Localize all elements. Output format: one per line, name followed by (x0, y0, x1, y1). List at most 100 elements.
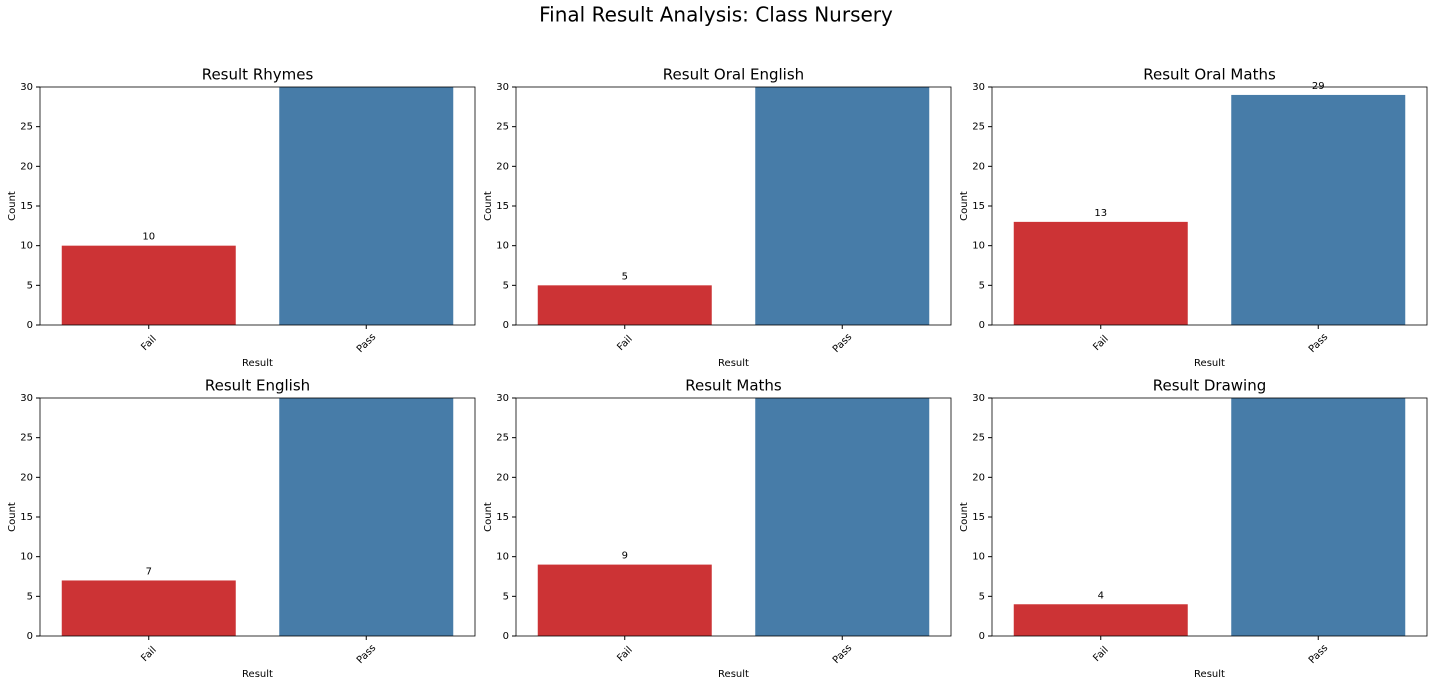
y-tick-label: 25 (972, 433, 985, 444)
y-tick-label: 20 (972, 472, 985, 483)
y-tick-label: 15 (20, 512, 33, 523)
bar (755, 87, 930, 325)
y-tick-label: 30 (20, 82, 33, 93)
data-label: 10 (142, 232, 155, 243)
y-tick-label: 10 (972, 552, 985, 563)
axes-frame (991, 86, 1428, 326)
y-tick-label: 15 (972, 512, 985, 523)
x-tick-label: Fail (1091, 645, 1110, 664)
x-axis-label: Result (242, 358, 273, 369)
bar (1013, 221, 1188, 325)
subplot: Result Oral English 0 5 10 15 20 25 30 5 Fail Pass… (483, 66, 952, 369)
y-tick-label: 0 (503, 320, 509, 331)
y-tick-label: 5 (503, 280, 509, 291)
axes-frame (515, 86, 952, 326)
x-tick-label: Pass (1307, 643, 1330, 666)
x-tick-label: Fail (615, 334, 634, 353)
x-tick-label: Pass (355, 643, 378, 666)
y-tick-label: 0 (27, 320, 33, 331)
subplot: Result Oral Maths 0 5 10 15 20 25 30 13 Fail 29 Pas… (959, 66, 1428, 369)
bar (1013, 604, 1188, 636)
bar (61, 580, 236, 636)
y-tick-label: 10 (972, 241, 985, 252)
y-tick-label: 20 (496, 161, 509, 172)
bar (755, 398, 930, 636)
subplot-title: Result Drawing (1153, 377, 1267, 395)
y-tick-label: 5 (27, 591, 33, 602)
y-tick-label: 15 (496, 512, 509, 523)
bar (1231, 94, 1406, 325)
y-tick-label: 10 (496, 241, 509, 252)
data-label: 7 (146, 566, 152, 577)
y-tick-label: 30 (972, 82, 985, 93)
bar (1231, 398, 1406, 636)
axes-frame (39, 397, 476, 637)
bar (279, 398, 454, 636)
x-axis-label: Result (242, 669, 273, 680)
data-label: 5 (622, 271, 628, 282)
axes-frame (991, 397, 1428, 637)
y-tick-label: 30 (20, 393, 33, 404)
y-tick-label: 0 (503, 631, 509, 642)
y-tick-label: 10 (496, 552, 509, 563)
y-tick-label: 20 (20, 161, 33, 172)
y-tick-label: 30 (496, 82, 509, 93)
bar (61, 245, 236, 325)
y-tick-label: 30 (496, 393, 509, 404)
figure-title: Final Result Analysis: Class Nursery (539, 3, 893, 27)
x-tick-label: Pass (1307, 332, 1330, 355)
y-tick-label: 10 (20, 552, 33, 563)
y-tick-label: 20 (20, 472, 33, 483)
y-tick-label: 20 (972, 161, 985, 172)
x-axis-label: Result (718, 669, 749, 680)
data-label: 4 (1098, 590, 1104, 601)
axes-frame (39, 86, 476, 326)
y-tick-label: 25 (20, 433, 33, 444)
x-tick-label: Fail (139, 645, 158, 664)
bar (537, 285, 712, 325)
y-tick-label: 5 (979, 280, 985, 291)
y-axis-label: Count (483, 191, 494, 221)
subplot: Result Drawing 0 5 10 15 20 25 30 4 Fail Pass Resul… (959, 377, 1428, 680)
x-tick-label: Pass (831, 332, 854, 355)
subplot: Result Maths 0 5 10 15 20 25 30 9 Fail Pass Result C… (483, 377, 952, 680)
subplot: Result Rhymes 0 5 10 15 20 25 30 10 Fail Pass Resul… (7, 66, 476, 369)
y-tick-label: 10 (20, 241, 33, 252)
x-tick-label: Fail (1091, 334, 1110, 353)
x-axis-label: Result (718, 358, 749, 369)
subplot-title: Result English (205, 377, 310, 395)
y-axis-label: Count (7, 191, 18, 221)
x-tick-label: Fail (615, 645, 634, 664)
y-tick-label: 30 (972, 393, 985, 404)
y-tick-label: 0 (979, 320, 985, 331)
y-tick-label: 5 (27, 280, 33, 291)
y-tick-label: 5 (979, 591, 985, 602)
y-tick-label: 25 (496, 122, 509, 133)
y-axis-label: Count (7, 502, 18, 532)
subplot: Result English 0 5 10 15 20 25 30 7 Fail Pass Resul… (7, 377, 476, 680)
data-label: 9 (622, 551, 628, 562)
x-axis-label: Result (1194, 358, 1225, 369)
y-axis-label: Count (959, 502, 970, 532)
y-tick-label: 15 (20, 201, 33, 212)
subplot-title: Result Oral English (663, 66, 804, 84)
data-label: 13 (1094, 208, 1107, 219)
subplot-title: Result Maths (685, 377, 782, 395)
bar (537, 564, 712, 636)
y-tick-label: 0 (979, 631, 985, 642)
y-tick-label: 15 (496, 201, 509, 212)
x-tick-label: Pass (355, 332, 378, 355)
y-tick-label: 25 (972, 122, 985, 133)
x-axis-label: Result (1194, 669, 1225, 680)
y-tick-label: 0 (27, 631, 33, 642)
x-tick-label: Pass (831, 643, 854, 666)
axes-frame (515, 397, 952, 637)
y-axis-label: Count (483, 502, 494, 532)
subplot-title: Result Oral Maths (1143, 66, 1276, 84)
data-label: 29 (1312, 81, 1325, 92)
y-tick-label: 5 (503, 591, 509, 602)
y-tick-label: 15 (972, 201, 985, 212)
y-axis-label: Count (959, 191, 970, 221)
